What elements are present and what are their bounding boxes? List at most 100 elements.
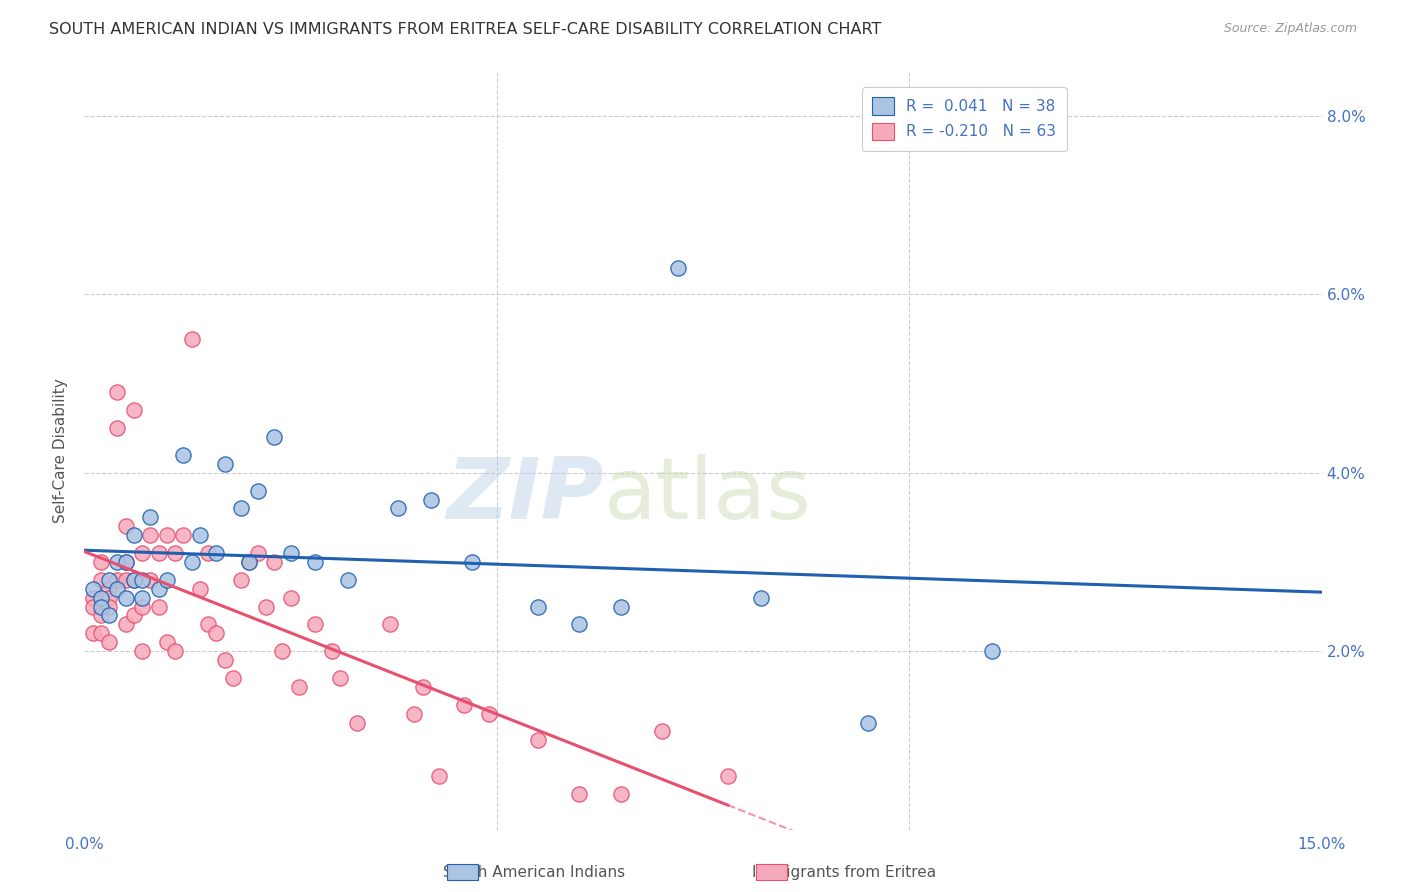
Point (288, 680, 311, 694)
Point (122, 528, 145, 542)
Point (180, 555, 202, 569)
Point (214, 457, 236, 471)
Point (156, 635, 179, 649)
Point (346, 715, 368, 730)
Point (105, 573, 128, 587)
Legend: R =  0.041   N = 38, R = -0.210   N = 63: R = 0.041 N = 38, R = -0.210 N = 63 (862, 87, 1067, 151)
Point (131, 644, 153, 658)
Point (980, 644, 1002, 658)
Point (131, 546, 153, 560)
Point (90, 599, 112, 614)
Point (188, 582, 211, 596)
Point (82, 582, 104, 596)
Point (90, 555, 112, 569)
Text: Source: ZipAtlas.com: Source: ZipAtlas.com (1223, 22, 1357, 36)
Point (254, 599, 277, 614)
Point (304, 555, 326, 569)
Point (105, 555, 128, 569)
Point (568, 617, 591, 632)
Point (188, 528, 211, 542)
Point (105, 385, 128, 400)
Point (105, 421, 128, 435)
Point (271, 644, 294, 658)
Point (419, 492, 441, 507)
Point (114, 573, 136, 587)
Point (98, 635, 121, 649)
Point (222, 671, 245, 685)
Text: ZIP: ZIP (446, 454, 605, 538)
Point (114, 555, 136, 569)
Point (453, 698, 475, 712)
Point (229, 573, 252, 587)
Point (148, 582, 170, 596)
Point (131, 599, 153, 614)
Point (114, 555, 136, 569)
Point (90, 591, 112, 605)
Point (477, 706, 499, 721)
Y-axis label: Self-Care Disability: Self-Care Disability (53, 378, 69, 523)
Point (205, 546, 228, 560)
Point (172, 528, 194, 542)
Point (246, 483, 269, 498)
Point (856, 715, 879, 730)
Point (609, 787, 631, 801)
Point (165, 546, 187, 560)
Text: SOUTH AMERICAN INDIAN VS IMMIGRANTS FROM ERITREA SELF-CARE DISABILITY CORRELATIO: SOUTH AMERICAN INDIAN VS IMMIGRANTS FROM… (49, 22, 882, 37)
Point (568, 787, 591, 801)
Point (527, 733, 550, 747)
Point (197, 617, 219, 632)
Point (122, 573, 145, 587)
Point (122, 608, 145, 623)
Point (717, 769, 740, 783)
Point (461, 555, 484, 569)
Point (197, 546, 219, 560)
Point (148, 546, 170, 560)
Point (98, 599, 121, 614)
Point (105, 582, 128, 596)
Point (122, 573, 145, 587)
Point (609, 599, 631, 614)
Point (139, 528, 162, 542)
Point (304, 617, 326, 632)
Point (156, 573, 179, 587)
Point (114, 617, 136, 632)
Point (82, 626, 104, 640)
Point (214, 653, 236, 667)
Point (98, 573, 121, 587)
Point (321, 644, 343, 658)
Point (131, 591, 153, 605)
Point (246, 546, 269, 560)
Text: South American Indians: South American Indians (443, 865, 626, 880)
Point (205, 626, 228, 640)
Point (427, 769, 450, 783)
Point (90, 608, 112, 623)
Point (82, 591, 104, 605)
Point (156, 528, 179, 542)
Text: Immigrants from Eritrea: Immigrants from Eritrea (752, 865, 935, 880)
Point (114, 591, 136, 605)
Point (238, 555, 260, 569)
Point (229, 501, 252, 516)
Point (90, 573, 112, 587)
Point (98, 591, 121, 605)
Point (666, 260, 689, 275)
Point (98, 608, 121, 623)
Point (337, 573, 360, 587)
Point (749, 591, 772, 605)
Point (90, 626, 112, 640)
Point (238, 555, 260, 569)
Point (114, 519, 136, 533)
Point (263, 430, 285, 444)
Point (148, 599, 170, 614)
Point (172, 448, 194, 462)
Point (280, 546, 302, 560)
Point (378, 617, 401, 632)
Point (165, 644, 187, 658)
Point (387, 501, 409, 516)
Point (527, 599, 550, 614)
Point (329, 671, 352, 685)
Point (180, 332, 202, 346)
Point (122, 403, 145, 417)
Point (263, 555, 285, 569)
Point (412, 680, 434, 694)
